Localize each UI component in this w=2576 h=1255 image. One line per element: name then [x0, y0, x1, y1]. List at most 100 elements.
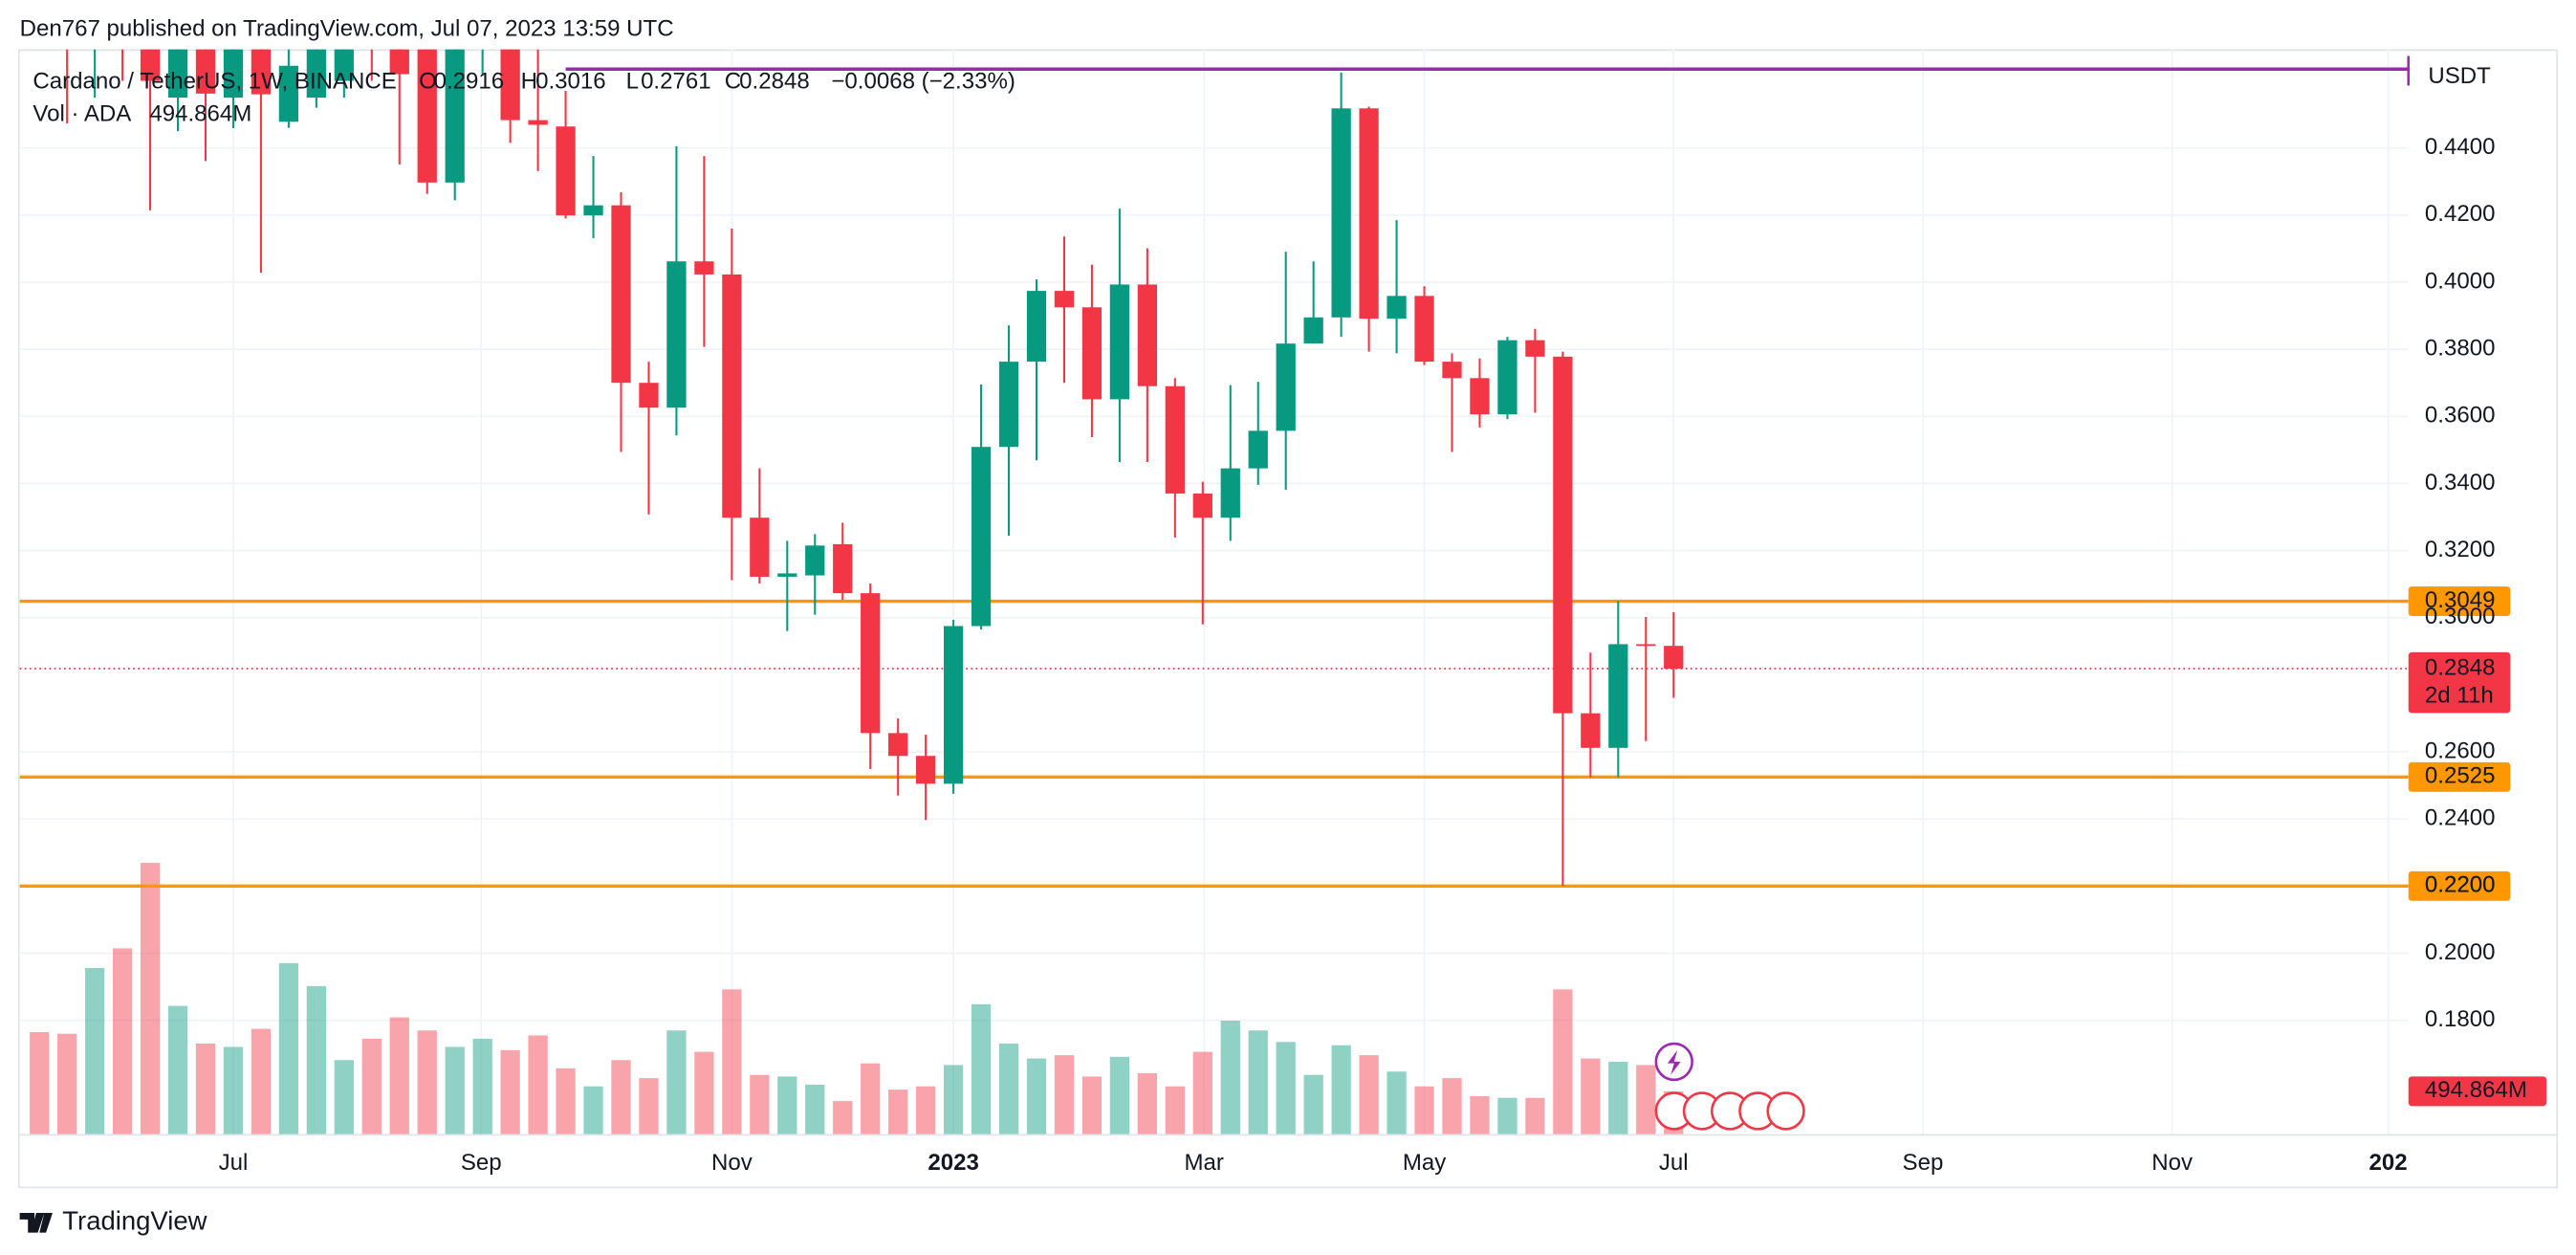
volume-pane	[30, 863, 1684, 1134]
volume-bar	[528, 1035, 548, 1134]
candle-body	[113, 0, 132, 13]
volume-bar	[722, 989, 742, 1134]
volume-label-box	[2408, 1076, 2547, 1107]
ohlc-value: 0.3016	[535, 68, 606, 94]
candle-body	[971, 447, 992, 627]
footer-logo: TradingView	[19, 1206, 207, 1236]
volume-bar	[998, 1044, 1019, 1134]
volume-bar	[1359, 1055, 1379, 1134]
y-tick-label: 0.3800	[2425, 335, 2496, 361]
y-tick-label: 0.2400	[2425, 805, 2496, 831]
volume-bar	[1581, 1058, 1601, 1134]
ohlc-value: 0.2761	[641, 68, 711, 94]
candle-body	[1220, 468, 1240, 518]
x-tick-label: 202	[2369, 1150, 2408, 1176]
volume-value: 494.864M	[149, 101, 251, 127]
x-tick-label: 2023	[928, 1150, 979, 1176]
x-tick-label: Nov	[2151, 1150, 2193, 1176]
volume-bar	[57, 1033, 77, 1134]
x-tick-label: Jul	[219, 1150, 249, 1176]
ohlc-letter: L	[626, 68, 639, 94]
candle-body	[777, 573, 797, 577]
candle-body	[1137, 284, 1158, 386]
candle-body	[417, 49, 437, 183]
volume-bar	[888, 1090, 908, 1134]
volume-bar	[556, 1068, 576, 1134]
volume-bar	[1276, 1042, 1296, 1134]
volume-bar	[1137, 1072, 1158, 1134]
candle-body	[1054, 291, 1075, 308]
volume-bar	[1497, 1097, 1517, 1134]
ohlc-letter: C	[725, 68, 741, 94]
candle-body	[556, 126, 576, 216]
countdown: 2d 11h	[2425, 683, 2494, 709]
level-label-box	[2408, 761, 2511, 792]
candle-body	[278, 65, 299, 122]
level-label-box	[2408, 870, 2511, 901]
volume-bar	[1414, 1086, 1434, 1134]
candle-body	[306, 49, 326, 99]
volume-bar	[861, 1063, 881, 1134]
candle-body	[833, 543, 853, 594]
volume-bar	[1636, 1065, 1656, 1134]
candle-body	[389, 49, 409, 75]
volume-bar	[1081, 1076, 1102, 1134]
price-label-box	[2408, 651, 2511, 714]
volume-bar	[611, 1060, 631, 1134]
icon	[1766, 1091, 1805, 1131]
chart-frame	[17, 49, 2559, 1189]
volume-bar	[334, 1060, 354, 1134]
candle-body	[140, 49, 161, 81]
volume-bar	[1525, 1097, 1545, 1134]
ohlc-value: 0.2848	[739, 68, 810, 94]
candle-body	[1553, 356, 1573, 714]
candle-body	[861, 593, 881, 734]
y-tick-label: 0.3600	[2425, 403, 2496, 429]
x-tick-label: May	[1403, 1150, 1446, 1176]
volume-bar	[833, 1101, 853, 1134]
volume-bar	[1553, 989, 1573, 1134]
candles	[66, 0, 1684, 886]
volume-bar	[694, 1051, 714, 1134]
candle-body	[445, 49, 465, 183]
candle-body	[943, 626, 964, 784]
price-label: 0.2848	[2425, 654, 2496, 680]
volume-bar	[1026, 1058, 1047, 1134]
volume-bar	[1442, 1078, 1462, 1134]
candle-body	[1470, 378, 1490, 415]
volume-bar	[417, 1030, 437, 1134]
volume-bar	[223, 1046, 244, 1134]
volume-bar	[112, 948, 133, 1134]
x-tick-label: Sep	[461, 1150, 502, 1176]
volume-bar	[639, 1078, 659, 1134]
volume-bar	[583, 1086, 603, 1134]
candle-body	[666, 261, 687, 408]
volume-bar	[971, 1003, 992, 1134]
volume-bar	[306, 985, 326, 1134]
volume-bar	[84, 968, 105, 1134]
x-tick-label: Mar	[1185, 1150, 1224, 1176]
candle-body	[583, 205, 603, 216]
y-tick-label: 0.2000	[2425, 939, 2496, 965]
candle-body	[1442, 362, 1462, 379]
currency: USDT	[2428, 63, 2491, 89]
volume-bar	[445, 1046, 465, 1134]
volume-bar	[251, 1028, 272, 1134]
volume-bar	[1220, 1020, 1240, 1134]
icon	[1667, 1049, 1681, 1075]
candle-body	[195, 49, 216, 94]
level-label: 0.2525	[2425, 763, 2496, 789]
candle-body	[334, 49, 354, 81]
x-tick-label: Sep	[1903, 1150, 1944, 1176]
logo-mark	[19, 1212, 53, 1233]
candle-body	[694, 261, 714, 275]
levels: 0.3049 0.2525 0.2200	[19, 55, 2511, 901]
volume-bar	[30, 1032, 50, 1134]
candle-body	[1026, 291, 1047, 363]
volume-bar	[1192, 1051, 1212, 1134]
volume-title: Vol · ADA	[33, 101, 131, 127]
legend: Cardano / TetherUS, 1W, BINANCE O0.2916 H0…	[33, 68, 1015, 126]
volume-bar	[943, 1065, 964, 1134]
